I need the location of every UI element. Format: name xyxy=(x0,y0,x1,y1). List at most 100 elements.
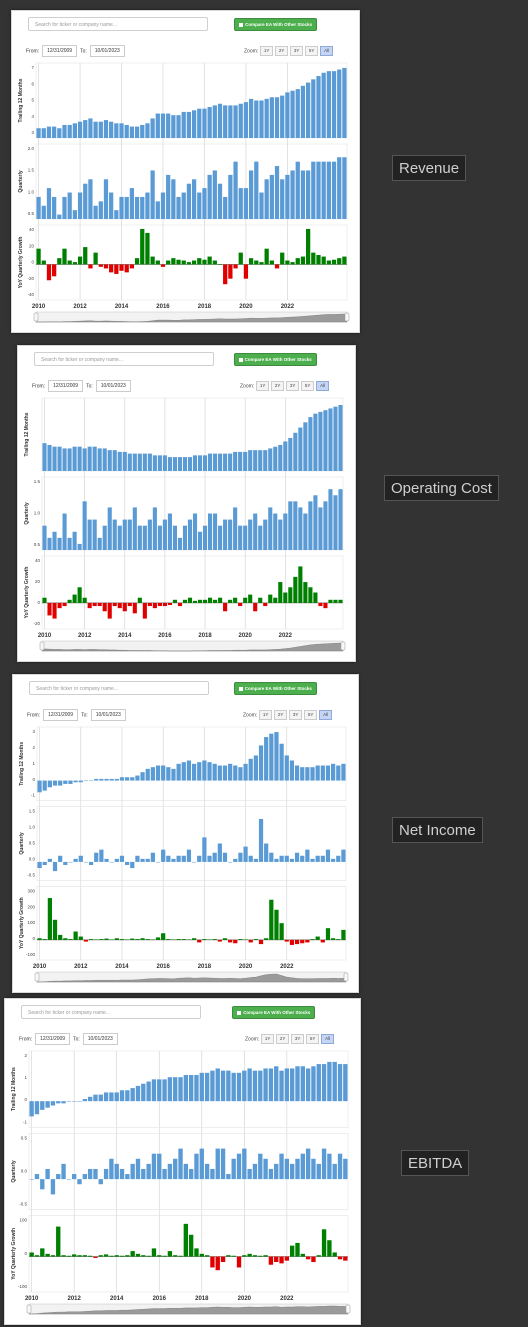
growth-bar[interactable] xyxy=(316,255,321,265)
value-bar[interactable] xyxy=(78,780,83,783)
value-bar[interactable] xyxy=(207,762,212,781)
value-bar[interactable] xyxy=(82,448,87,471)
value-bar[interactable] xyxy=(238,767,243,781)
value-bar[interactable] xyxy=(72,210,78,219)
growth-bar[interactable] xyxy=(72,594,77,603)
value-bar[interactable] xyxy=(42,780,47,791)
value-bar[interactable] xyxy=(88,780,94,782)
growth-bar[interactable] xyxy=(248,939,253,943)
value-bar[interactable] xyxy=(202,455,208,471)
value-bar[interactable] xyxy=(134,126,140,138)
value-bar[interactable] xyxy=(290,170,295,219)
value-bar[interactable] xyxy=(258,745,264,781)
growth-bar[interactable] xyxy=(258,1255,263,1257)
value-bar[interactable] xyxy=(109,861,114,863)
growth-bar[interactable] xyxy=(202,599,208,603)
value-bar[interactable] xyxy=(215,1148,220,1180)
value-bar[interactable] xyxy=(140,772,145,781)
value-bar[interactable] xyxy=(112,450,117,471)
value-bar[interactable] xyxy=(72,531,77,550)
value-bar[interactable] xyxy=(93,1094,98,1102)
growth-bar[interactable] xyxy=(177,602,183,607)
value-bar[interactable] xyxy=(47,780,52,788)
value-bar[interactable] xyxy=(109,778,114,781)
value-bar[interactable] xyxy=(326,161,331,219)
value-bar[interactable] xyxy=(303,422,308,471)
value-bar[interactable] xyxy=(40,1179,45,1190)
value-bar[interactable] xyxy=(295,1158,300,1180)
value-bar[interactable] xyxy=(274,1163,279,1180)
value-bar[interactable] xyxy=(311,1066,316,1102)
search-input[interactable]: Search for ticker or company name... xyxy=(34,352,214,366)
value-bar[interactable] xyxy=(212,170,217,219)
value-bar[interactable] xyxy=(57,446,62,471)
zoom-button-1y[interactable]: 1Y xyxy=(260,46,274,56)
value-bar[interactable] xyxy=(37,861,42,869)
value-bar[interactable] xyxy=(146,1163,151,1180)
navigator-left-handle[interactable] xyxy=(26,1304,32,1314)
value-bar[interactable] xyxy=(294,765,300,781)
value-bar[interactable] xyxy=(293,432,298,471)
value-bar[interactable] xyxy=(83,120,88,138)
growth-bar[interactable] xyxy=(204,1255,210,1257)
value-bar[interactable] xyxy=(305,767,310,781)
value-bar[interactable] xyxy=(37,780,42,793)
value-bar[interactable] xyxy=(202,108,207,138)
value-bar[interactable] xyxy=(127,519,132,550)
value-bar[interactable] xyxy=(142,453,147,471)
growth-bar[interactable] xyxy=(52,602,57,619)
value-bar[interactable] xyxy=(103,1168,109,1180)
value-bar[interactable] xyxy=(326,71,331,138)
growth-bar[interactable] xyxy=(68,939,73,940)
growth-bar[interactable] xyxy=(342,256,347,265)
growth-bar[interactable] xyxy=(166,260,171,265)
value-bar[interactable] xyxy=(194,1153,199,1180)
growth-bar[interactable] xyxy=(61,1255,66,1257)
value-bar[interactable] xyxy=(202,837,207,862)
value-bar[interactable] xyxy=(72,1174,77,1180)
value-bar[interactable] xyxy=(62,448,67,471)
value-bar[interactable] xyxy=(207,174,212,219)
value-bar[interactable] xyxy=(93,121,98,138)
value-bar[interactable] xyxy=(228,174,233,219)
growth-bar[interactable] xyxy=(336,939,341,940)
value-bar[interactable] xyxy=(268,1068,274,1102)
value-bar[interactable] xyxy=(327,1153,332,1180)
value-bar[interactable] xyxy=(259,192,264,219)
value-bar[interactable] xyxy=(63,780,68,784)
value-bar[interactable] xyxy=(135,1085,141,1102)
value-bar[interactable] xyxy=(233,507,238,550)
zoom-button-2y[interactable]: 2Y xyxy=(276,1034,290,1044)
growth-bar[interactable] xyxy=(114,938,119,940)
value-bar[interactable] xyxy=(264,98,269,138)
value-bar[interactable] xyxy=(98,121,103,138)
value-bar[interactable] xyxy=(316,76,321,138)
value-bar[interactable] xyxy=(172,525,177,550)
value-bar[interactable] xyxy=(42,861,47,865)
value-bar[interactable] xyxy=(248,758,253,781)
value-bar[interactable] xyxy=(77,543,82,550)
value-bar[interactable] xyxy=(238,852,243,862)
zoom-button-all[interactable]: All xyxy=(316,381,330,391)
value-bar[interactable] xyxy=(308,501,313,550)
value-bar[interactable] xyxy=(273,513,278,551)
value-bar[interactable] xyxy=(57,537,62,550)
value-bar[interactable] xyxy=(78,855,83,862)
growth-bar[interactable] xyxy=(243,939,248,940)
growth-bar[interactable] xyxy=(167,602,172,606)
value-bar[interactable] xyxy=(73,780,78,783)
value-bar[interactable] xyxy=(135,855,140,862)
growth-bar[interactable] xyxy=(253,602,258,612)
value-bar[interactable] xyxy=(172,457,177,471)
value-bar[interactable] xyxy=(176,763,181,781)
value-bar[interactable] xyxy=(137,453,142,471)
growth-bar[interactable] xyxy=(62,602,67,607)
growth-bar[interactable] xyxy=(47,602,52,616)
value-bar[interactable] xyxy=(228,105,233,138)
growth-bar[interactable] xyxy=(83,247,88,265)
from-date-input[interactable]: 12/31/2009 xyxy=(42,45,78,57)
zoom-button-all[interactable]: All xyxy=(321,1034,335,1044)
value-bar[interactable] xyxy=(61,1101,66,1104)
value-bar[interactable] xyxy=(109,121,114,138)
value-bar[interactable] xyxy=(150,767,155,781)
